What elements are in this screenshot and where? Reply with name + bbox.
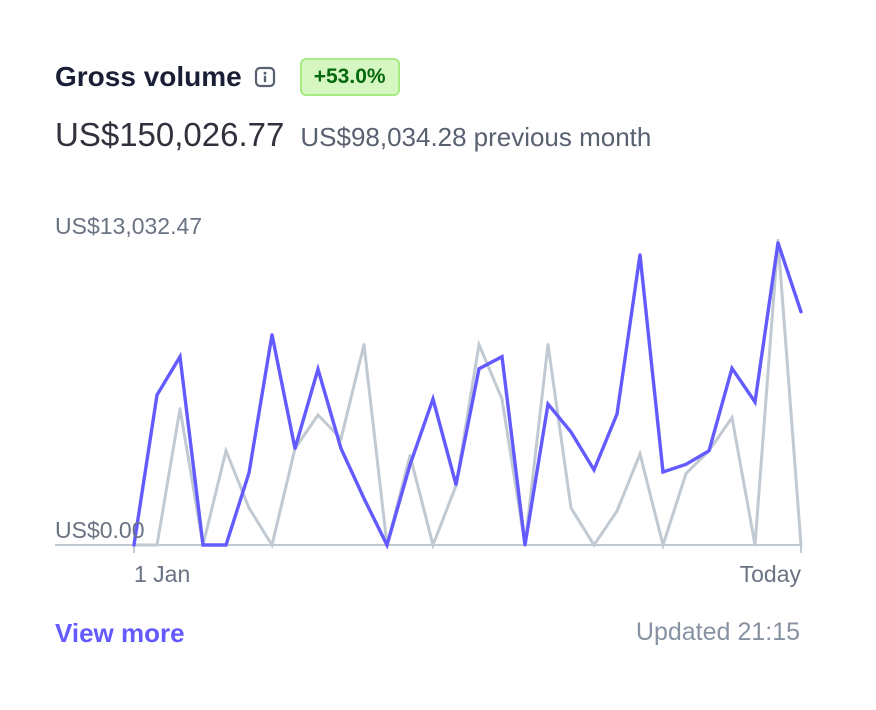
info-icon[interactable]	[254, 66, 276, 88]
amount-summary: US$150,026.77 US$98,034.28 previous month	[55, 116, 651, 154]
updated-label: Updated	[635, 618, 731, 646]
current-data-point	[684, 462, 688, 466]
previous-series-line	[132, 240, 803, 551]
previous-data-point	[569, 506, 573, 510]
current-data-point	[500, 355, 504, 359]
current-data-point	[638, 253, 642, 257]
previous-data-point	[500, 397, 504, 401]
view-more-link[interactable]: View more	[55, 618, 185, 648]
x-axis-end-label: Today	[740, 561, 802, 587]
current-series	[132, 241, 803, 550]
current-data-point	[362, 497, 366, 500]
current-data-point	[707, 449, 711, 453]
current-data-point	[385, 543, 389, 547]
previous-data-point	[615, 509, 619, 513]
previous-data-point	[362, 343, 366, 347]
y-axis-max-label: US$13,032.47	[55, 213, 202, 239]
previous-data-point	[730, 416, 734, 420]
current-data-point	[316, 367, 320, 371]
previous-data-point	[684, 472, 688, 476]
previous-data-point	[247, 506, 251, 510]
current-data-point	[431, 397, 435, 401]
current-data-point	[224, 543, 228, 547]
previous-label: previous month	[473, 122, 652, 152]
current-data-point	[730, 366, 734, 370]
current-data-point	[247, 471, 251, 475]
change-badge: +53.0%	[299, 58, 400, 96]
current-data-point	[776, 241, 780, 245]
previous-period: US$98,034.28 previous month	[300, 122, 651, 153]
current-data-point	[546, 402, 550, 406]
current-data-point	[155, 393, 159, 397]
previous-data-point	[638, 452, 642, 456]
current-data-point	[454, 483, 458, 487]
previous-data-point	[408, 454, 412, 457]
current-data-point	[339, 447, 343, 450]
current-data-point	[615, 412, 619, 416]
y-axis-min-label: US$0.00	[55, 517, 145, 543]
current-data-point	[408, 463, 412, 467]
current-data-point	[592, 468, 596, 472]
current-data-point	[523, 543, 527, 547]
previous-amount: US$98,034.28	[300, 122, 467, 152]
previous-data-point	[339, 437, 343, 441]
current-data-point	[293, 447, 297, 450]
previous-data-point	[224, 449, 228, 453]
previous-series	[132, 238, 803, 551]
current-data-point	[661, 470, 665, 474]
current-series-line	[132, 242, 803, 550]
x-axis-start-label: 1 Jan	[134, 561, 190, 587]
current-data-point	[201, 543, 205, 547]
current-amount: US$150,026.77	[55, 116, 285, 153]
updated-time: 21:15	[737, 618, 800, 646]
current-data-point	[753, 400, 757, 404]
card-header: Gross volume +53.0%	[55, 58, 400, 96]
updated-status: Updated 21:15	[636, 618, 800, 647]
card-title: Gross volume	[55, 61, 242, 92]
previous-data-point	[316, 413, 320, 417]
current-data-point	[799, 310, 803, 314]
current-data-point	[477, 367, 481, 371]
current-data-point	[270, 333, 274, 337]
previous-data-point	[477, 343, 481, 347]
previous-data-point	[546, 343, 550, 347]
current-data-point	[569, 430, 573, 434]
current-data-point	[132, 543, 136, 547]
previous-data-point	[178, 407, 182, 411]
current-data-point	[178, 355, 182, 359]
previous-data-point	[776, 238, 780, 242]
